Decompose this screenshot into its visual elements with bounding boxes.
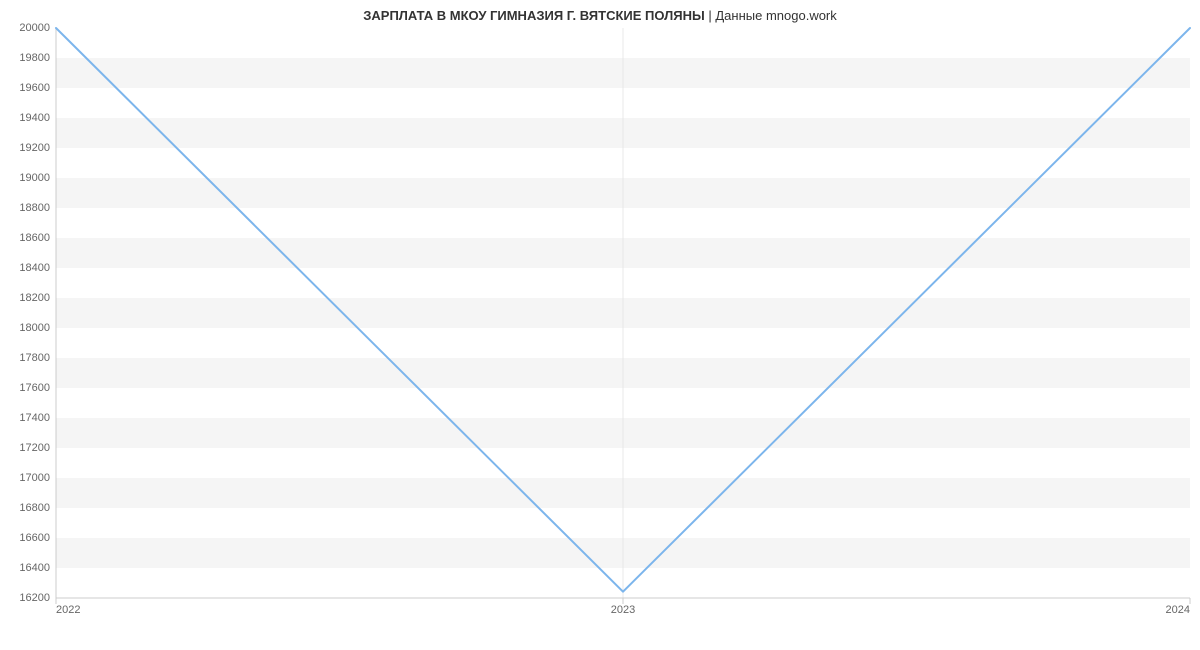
chart-title: ЗАРПЛАТА В МКОУ ГИМНАЗИЯ Г. ВЯТСКИЕ ПОЛЯ… — [0, 8, 1200, 23]
y-tick-label: 18400 — [19, 262, 56, 274]
y-tick-label: 16200 — [19, 592, 56, 604]
y-tick-label: 18800 — [19, 202, 56, 214]
y-tick-label: 16600 — [19, 532, 56, 544]
y-tick-label: 16800 — [19, 502, 56, 514]
y-tick-label: 19000 — [19, 172, 56, 184]
y-tick-label: 17600 — [19, 382, 56, 394]
y-tick-label: 17000 — [19, 472, 56, 484]
y-tick-label: 19800 — [19, 52, 56, 64]
y-tick-label: 17800 — [19, 352, 56, 364]
y-tick-label: 16400 — [19, 562, 56, 574]
y-tick-label: 19600 — [19, 82, 56, 94]
y-tick-label: 19200 — [19, 142, 56, 154]
chart-title-sep: | — [705, 8, 716, 23]
x-tick-label: 2022 — [56, 598, 80, 616]
chart-title-bold: ЗАРПЛАТА В МКОУ ГИМНАЗИЯ Г. ВЯТСКИЕ ПОЛЯ… — [363, 8, 705, 23]
plot-area: 1620016400166001680017000172001740017600… — [56, 28, 1190, 598]
y-tick-label: 18200 — [19, 292, 56, 304]
y-tick-label: 18600 — [19, 232, 56, 244]
chart-title-rest: Данные mnogo.work — [715, 8, 836, 23]
plot-svg — [56, 28, 1190, 598]
y-tick-label: 17200 — [19, 442, 56, 454]
y-tick-label: 20000 — [19, 22, 56, 34]
x-tick-label: 2023 — [611, 598, 635, 616]
x-tick-label: 2024 — [1166, 598, 1190, 616]
y-tick-label: 17400 — [19, 412, 56, 424]
salary-line-chart: ЗАРПЛАТА В МКОУ ГИМНАЗИЯ Г. ВЯТСКИЕ ПОЛЯ… — [0, 0, 1200, 650]
y-tick-label: 19400 — [19, 112, 56, 124]
y-tick-label: 18000 — [19, 322, 56, 334]
